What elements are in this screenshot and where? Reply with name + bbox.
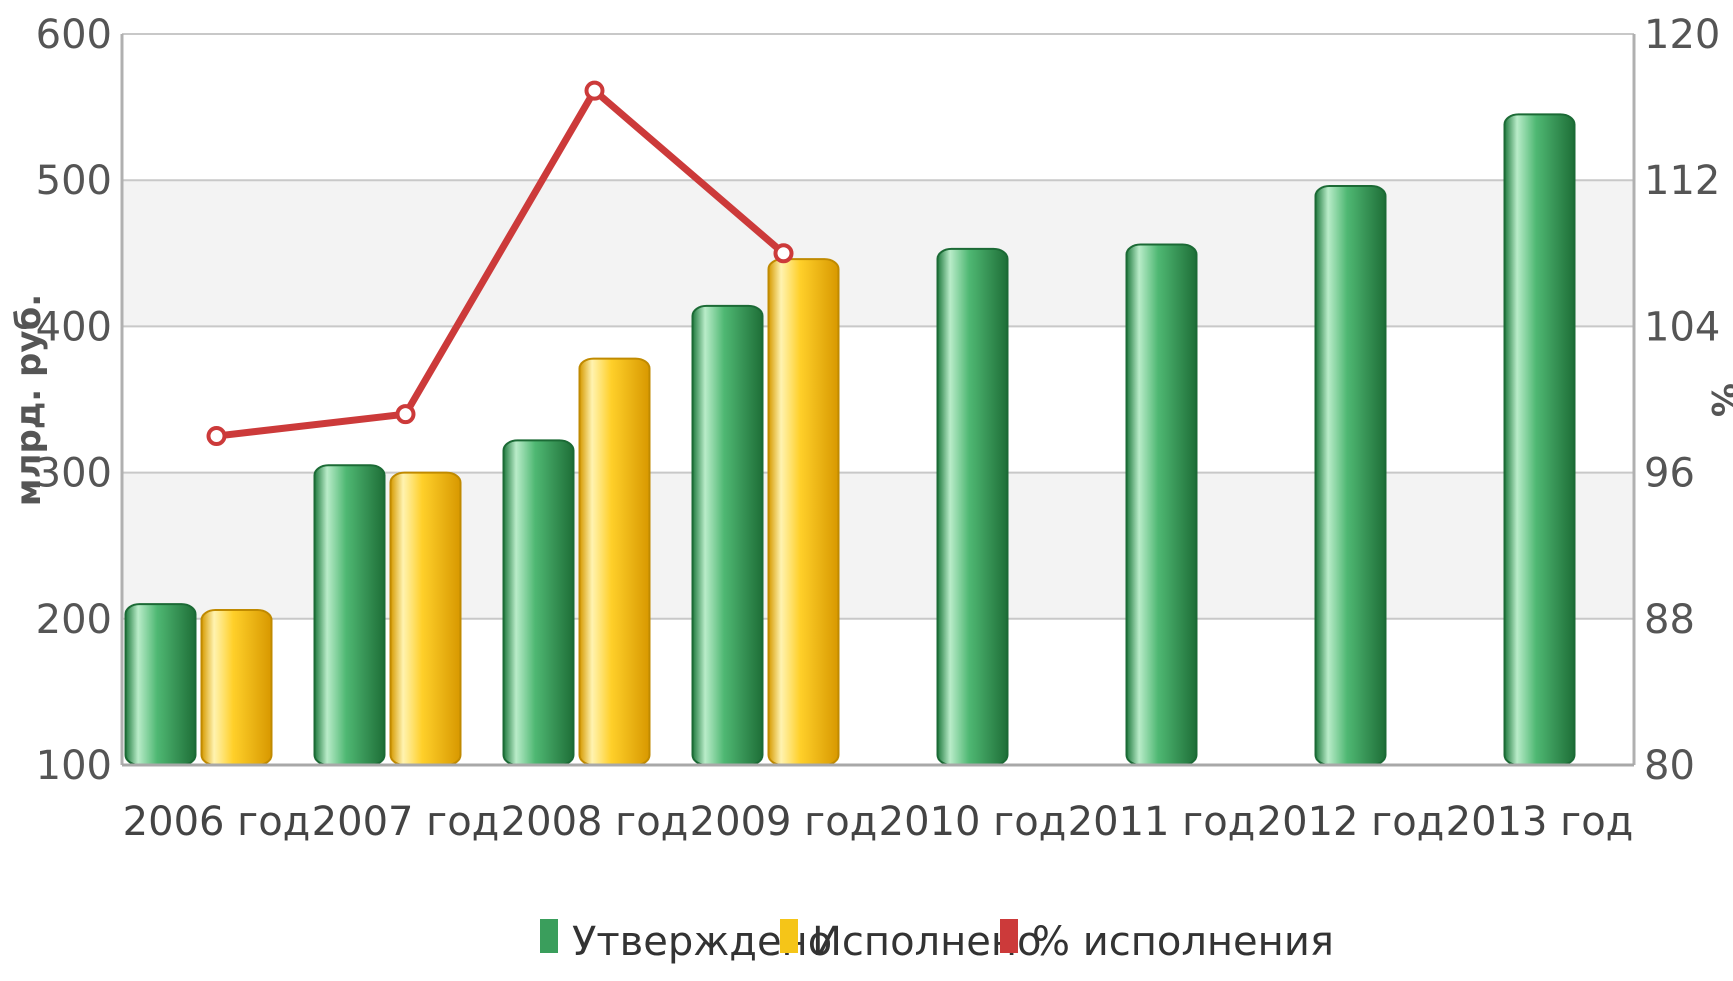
y2-tick-label: 80 (1644, 743, 1695, 789)
x-tick-label: 2010 год (879, 799, 1067, 845)
percent-line-path (216, 87, 786, 440)
x-tick-label: 2011 год (1068, 799, 1256, 845)
y-tick-label: 100 (36, 743, 112, 789)
legend-swatch (1000, 919, 1018, 953)
legend-swatch (540, 919, 558, 953)
x-tick-label: 2013 год (1446, 799, 1634, 845)
plot-band (122, 34, 1634, 181)
y2-tick-label: 104 (1644, 304, 1720, 350)
y-tick-label: 400 (36, 304, 112, 350)
bar-approved (691, 304, 764, 766)
plot-band (122, 326, 1634, 473)
axes (120, 34, 1636, 767)
percent-point (584, 80, 605, 101)
y-tick-label: 600 (36, 12, 112, 58)
bar-approved (1503, 113, 1576, 767)
bar-executed (389, 471, 462, 766)
y-tick-label: 300 (36, 451, 112, 497)
percent-point (773, 243, 794, 264)
percent-point (206, 426, 227, 447)
percent-line (206, 80, 794, 447)
y-tick-label: 500 (36, 158, 112, 204)
y-tick-label: 200 (36, 597, 112, 643)
legend-label: % исполнения (1032, 919, 1334, 965)
x-tick-label: 2006 год (123, 799, 311, 845)
bar-executed (578, 357, 651, 766)
bar-approved (1314, 185, 1387, 767)
x-tick-label: 2008 год (501, 799, 689, 845)
percent-point (395, 404, 416, 425)
bar-approved (1125, 243, 1198, 766)
y2-tick-label: 96 (1644, 451, 1695, 497)
x-tick-label: 2012 год (1257, 799, 1445, 845)
x-tick-label: 2007 год (312, 799, 500, 845)
plot-band (122, 180, 1634, 327)
bar-executed (200, 609, 273, 767)
bar-approved (502, 439, 575, 766)
y2-tick-label: 88 (1644, 597, 1695, 643)
bar-approved (124, 603, 197, 766)
y2-tick-label: 112 (1644, 158, 1720, 204)
y2-tick-label: 120 (1644, 12, 1720, 58)
y-axis-title: млрд. руб. (9, 294, 49, 506)
bar-approved (313, 464, 386, 766)
y2-axis-title: % (1703, 383, 1733, 417)
bar-executed (767, 258, 840, 766)
tick-labels: 100 200 300 400 500 600 80 88 96 104 112 120 2006 го… (36, 12, 1721, 845)
bars (124, 113, 1576, 767)
bar-approved (936, 247, 1009, 766)
legend-swatch (780, 919, 798, 953)
x-tick-label: 2009 год (690, 799, 878, 845)
